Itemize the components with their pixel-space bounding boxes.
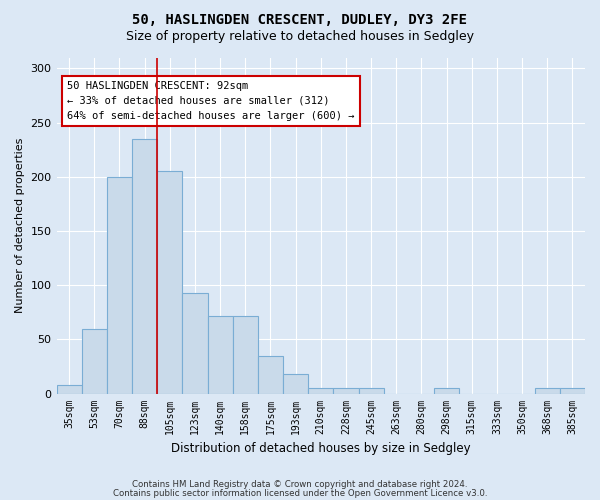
Bar: [434, 388, 459, 394]
Bar: [107, 176, 132, 394]
X-axis label: Distribution of detached houses by size in Sedgley: Distribution of detached houses by size …: [171, 442, 470, 455]
Text: Contains HM Land Registry data © Crown copyright and database right 2024.: Contains HM Land Registry data © Crown c…: [132, 480, 468, 489]
Bar: [132, 139, 157, 394]
Bar: [535, 388, 560, 394]
Bar: [308, 388, 334, 394]
Y-axis label: Number of detached properties: Number of detached properties: [15, 138, 25, 313]
Bar: [56, 385, 82, 394]
Bar: [560, 388, 585, 394]
Bar: [334, 388, 359, 394]
Text: 50, HASLINGDEN CRESCENT, DUDLEY, DY3 2FE: 50, HASLINGDEN CRESCENT, DUDLEY, DY3 2FE: [133, 12, 467, 26]
Text: Size of property relative to detached houses in Sedgley: Size of property relative to detached ho…: [126, 30, 474, 43]
Text: 50 HASLINGDEN CRESCENT: 92sqm
← 33% of detached houses are smaller (312)
64% of : 50 HASLINGDEN CRESCENT: 92sqm ← 33% of d…: [67, 81, 355, 120]
Bar: [208, 316, 233, 394]
Bar: [157, 172, 182, 394]
Bar: [82, 328, 107, 394]
Bar: [258, 356, 283, 394]
Bar: [233, 316, 258, 394]
Bar: [182, 292, 208, 394]
Bar: [359, 388, 383, 394]
Text: Contains public sector information licensed under the Open Government Licence v3: Contains public sector information licen…: [113, 488, 487, 498]
Bar: [283, 374, 308, 394]
